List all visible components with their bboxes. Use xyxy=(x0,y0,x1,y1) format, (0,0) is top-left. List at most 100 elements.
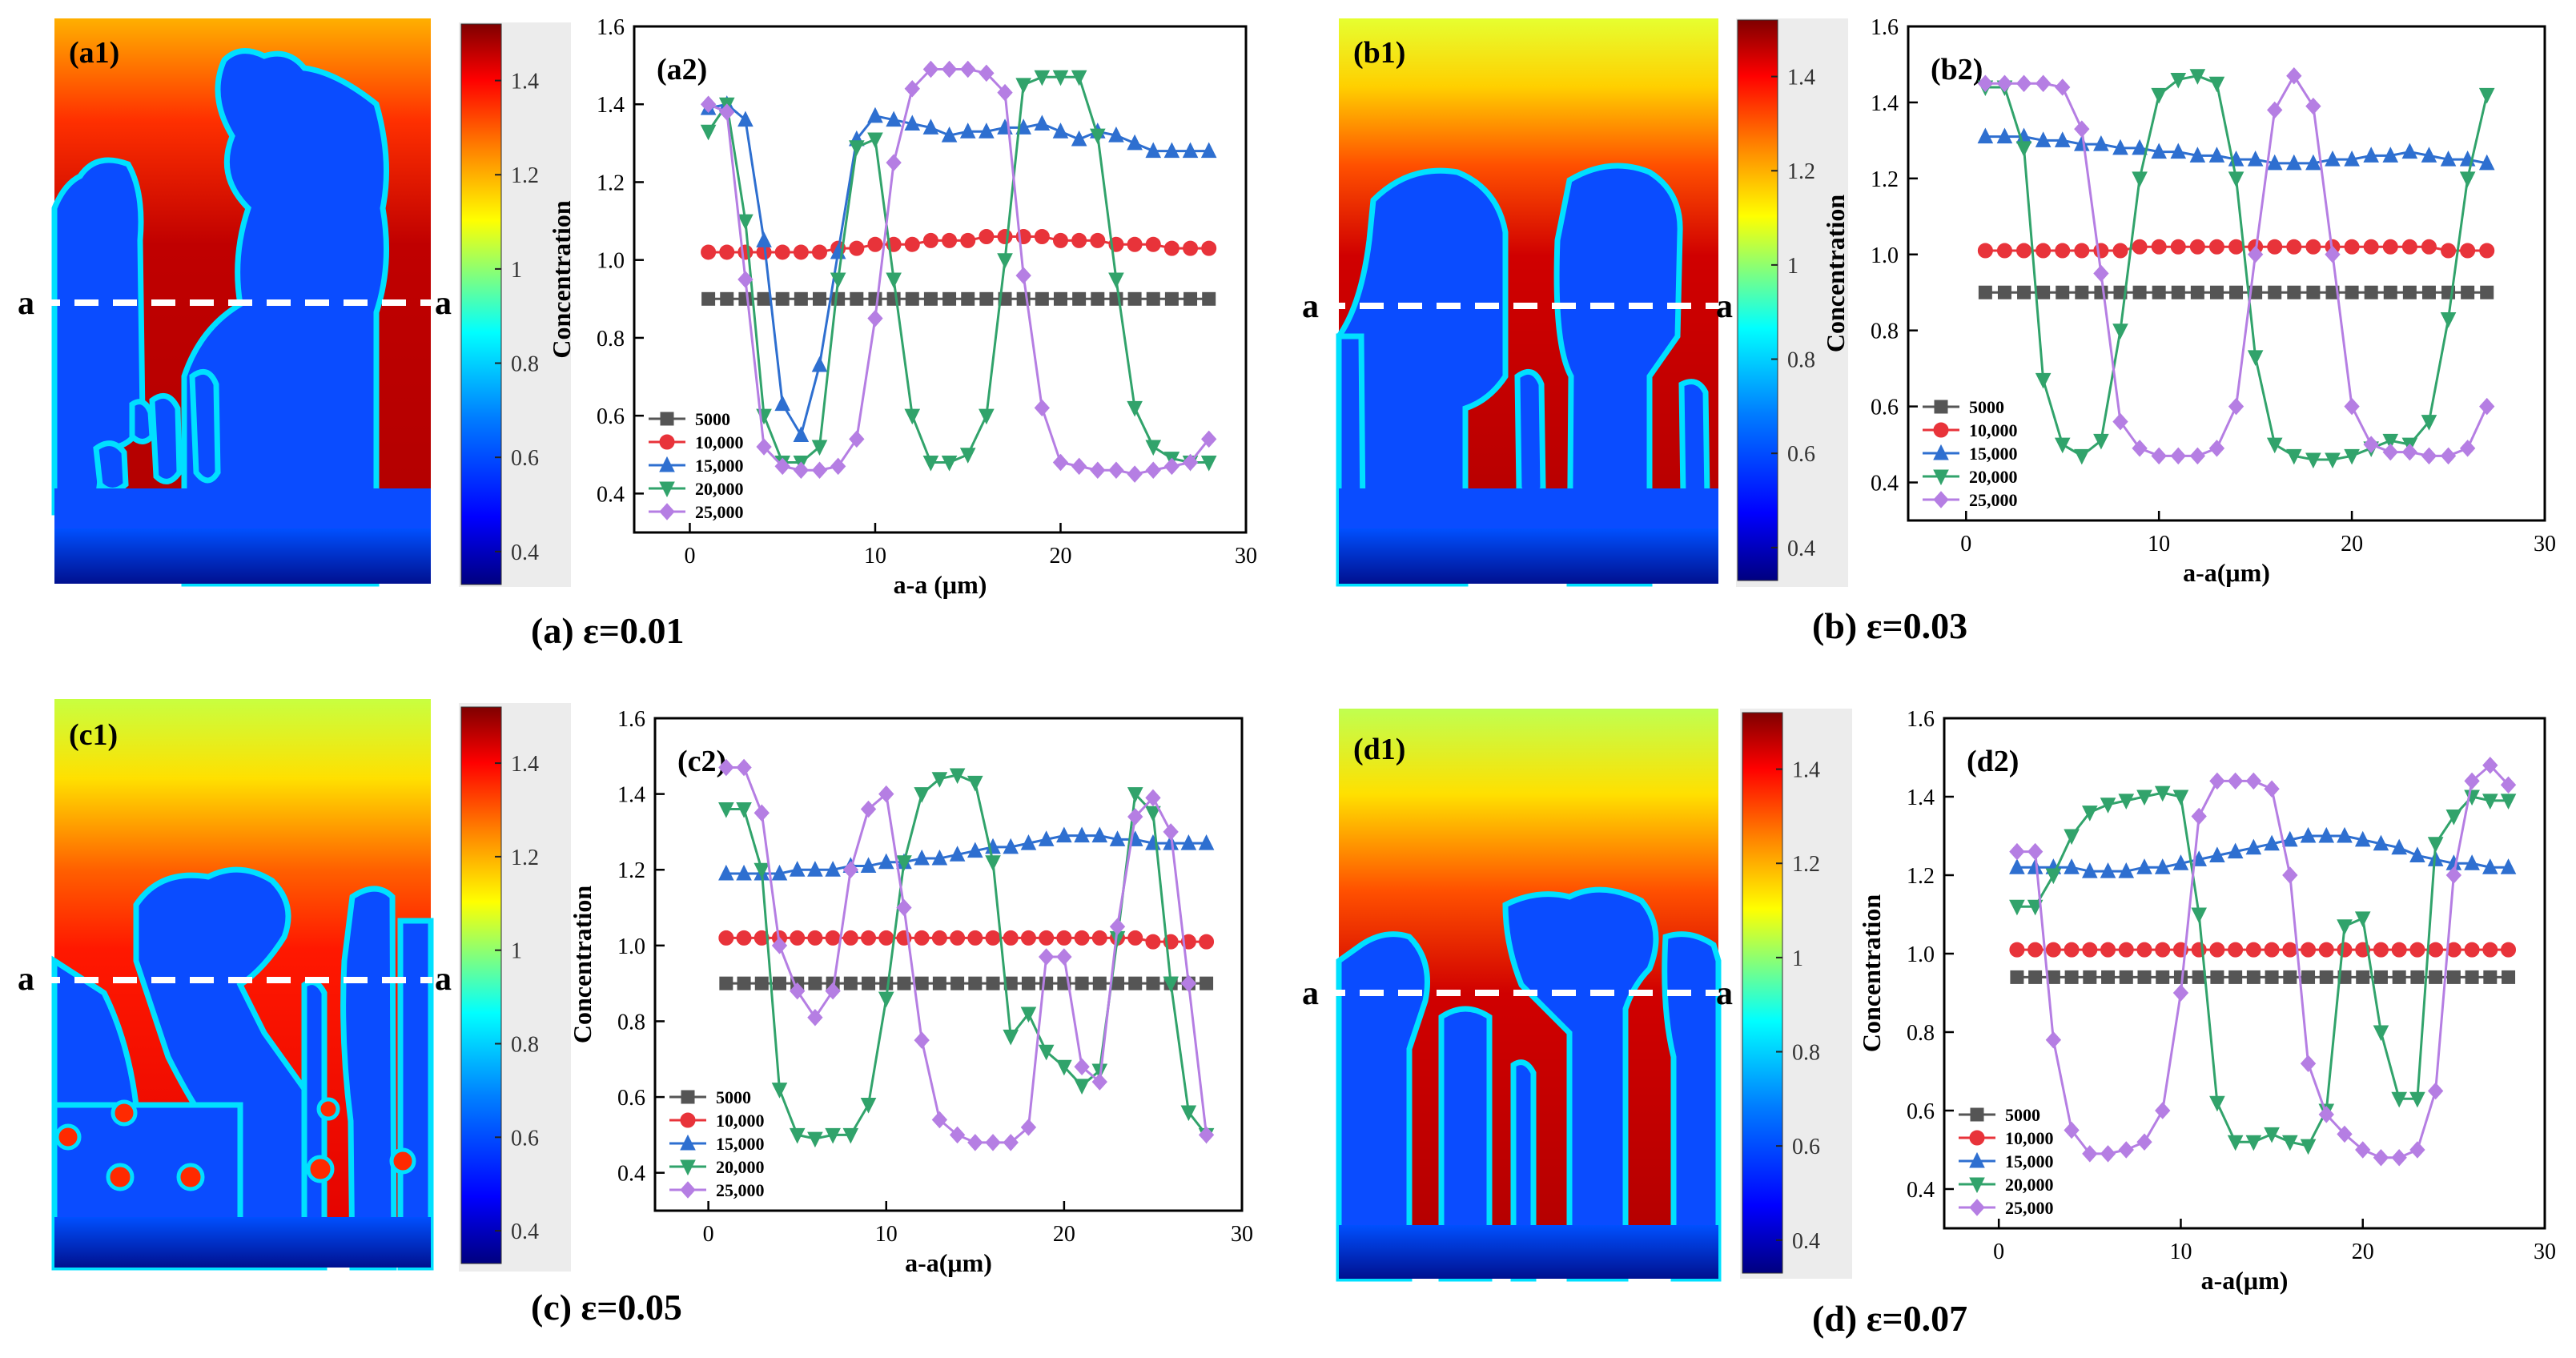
data-point xyxy=(2383,285,2397,299)
legend-swatch-marker xyxy=(1933,491,1949,508)
plot-frame xyxy=(653,717,1244,1212)
data-point xyxy=(2017,285,2031,299)
data-point xyxy=(860,1098,877,1114)
data-point xyxy=(701,291,716,306)
colorbar-tick-label: 0.8 xyxy=(511,1033,539,1058)
y-tick-label: 1.6 xyxy=(1871,15,1899,40)
data-point xyxy=(2074,448,2090,465)
data-point xyxy=(2382,443,2398,461)
data-point xyxy=(2100,1145,2116,1163)
x-tick-label: 0 xyxy=(684,544,695,569)
data-point xyxy=(1091,291,1105,306)
series-line xyxy=(707,75,1209,464)
data-point xyxy=(2056,285,2070,299)
data-point xyxy=(2152,285,2166,299)
legend-label: 15,000 xyxy=(1969,444,2018,464)
legend-item: 25,000 xyxy=(1923,490,2018,510)
line-chart-b2: 0.4 0.6 0.8 1.0 1.2 1.4 1.6 0 10 20 30 a-a(μm) Conce… xyxy=(1821,15,2556,587)
data-point xyxy=(922,119,939,135)
data-point xyxy=(2045,1031,2062,1049)
data-point xyxy=(2136,1133,2152,1151)
data-point xyxy=(2208,147,2225,163)
data-point xyxy=(1163,457,1180,476)
data-point xyxy=(2227,772,2244,790)
data-point xyxy=(2479,243,2495,259)
data-point xyxy=(949,768,966,785)
data-point xyxy=(861,930,877,946)
data-point xyxy=(813,291,827,306)
data-point xyxy=(2064,1121,2080,1139)
x-tick-label: 0 xyxy=(1960,532,1971,556)
data-point xyxy=(831,291,846,306)
data-point xyxy=(2132,285,2147,299)
data-point xyxy=(2045,942,2061,958)
section-marker-right: a xyxy=(435,961,452,998)
data-point xyxy=(2482,942,2498,958)
data-point xyxy=(2392,970,2406,984)
data-point xyxy=(1090,232,1106,248)
legend-label: 10,000 xyxy=(1969,420,2018,440)
data-point xyxy=(2265,970,2279,984)
colorbar-d: 0.4 0.6 0.8 1 1.2 1.4 xyxy=(1740,709,1852,1279)
data-point xyxy=(807,930,823,946)
data-point xyxy=(793,426,810,442)
data-point xyxy=(2429,970,2443,984)
data-point xyxy=(878,991,894,1008)
data-point xyxy=(736,864,752,881)
legend-swatch-marker xyxy=(680,1181,696,1199)
data-point xyxy=(1056,948,1072,966)
data-point xyxy=(2344,397,2360,416)
colorbar-tick-label: 0.6 xyxy=(1792,1135,1820,1159)
data-point xyxy=(2010,970,2024,984)
phase-field-map-c1: (c1) a a xyxy=(18,699,452,1271)
data-point xyxy=(2266,154,2283,171)
line-chart-a2: 0.4 0.6 0.8 1.0 1.2 1.4 1.6 0 10 20 30 a-a (μm) Conc… xyxy=(547,15,1257,599)
data-point xyxy=(737,214,754,231)
data-point xyxy=(960,60,976,78)
data-point xyxy=(2500,858,2517,874)
colorbar-tick-label: 1.2 xyxy=(511,163,539,188)
data-point xyxy=(2373,970,2388,984)
data-point xyxy=(2282,830,2298,847)
data-point xyxy=(931,849,948,866)
y-tick-label: 0.8 xyxy=(617,1010,645,1035)
data-point xyxy=(2245,772,2262,790)
data-point xyxy=(2266,437,2283,454)
legend-label: 25,000 xyxy=(2005,1198,2054,1218)
data-point xyxy=(1056,826,1072,843)
legend-swatch-marker xyxy=(659,456,675,472)
data-point xyxy=(896,898,912,917)
colorbar-tick-label: 1.2 xyxy=(1787,159,1815,184)
data-point xyxy=(825,930,841,946)
data-point xyxy=(812,244,828,260)
data-point xyxy=(1090,461,1106,479)
data-point xyxy=(2460,243,2476,259)
panel-caption: (d) ε=0.07 xyxy=(1812,1298,1967,1339)
data-point xyxy=(2500,776,2517,794)
data-point xyxy=(2464,942,2480,958)
data-point xyxy=(2028,970,2043,984)
data-point xyxy=(2373,834,2389,851)
data-point xyxy=(1127,787,1143,803)
map-label: (c1) xyxy=(69,718,118,752)
data-point xyxy=(793,461,810,479)
data-point xyxy=(2055,78,2071,96)
legend-label: 15,000 xyxy=(2005,1151,2054,1171)
data-point xyxy=(2301,970,2316,984)
data-point xyxy=(2015,141,2032,157)
series-line xyxy=(708,67,1210,476)
data-point xyxy=(790,982,806,1000)
data-point xyxy=(2409,1141,2425,1159)
data-point xyxy=(2344,448,2360,465)
legend-item: 10,000 xyxy=(1959,1128,2054,1148)
data-point xyxy=(879,976,894,990)
colorbar-ticks: 0.4 0.6 0.8 1 1.2 1.4 xyxy=(1776,758,1820,1254)
data-point xyxy=(2421,447,2437,465)
data-point xyxy=(2373,1025,2389,1042)
y-axis-label: Concentration xyxy=(1821,195,1850,353)
data-point xyxy=(1053,291,1067,306)
data-point xyxy=(789,1127,806,1144)
data-point xyxy=(1071,70,1087,86)
colorbar-tick-label: 0.6 xyxy=(1787,442,1815,467)
